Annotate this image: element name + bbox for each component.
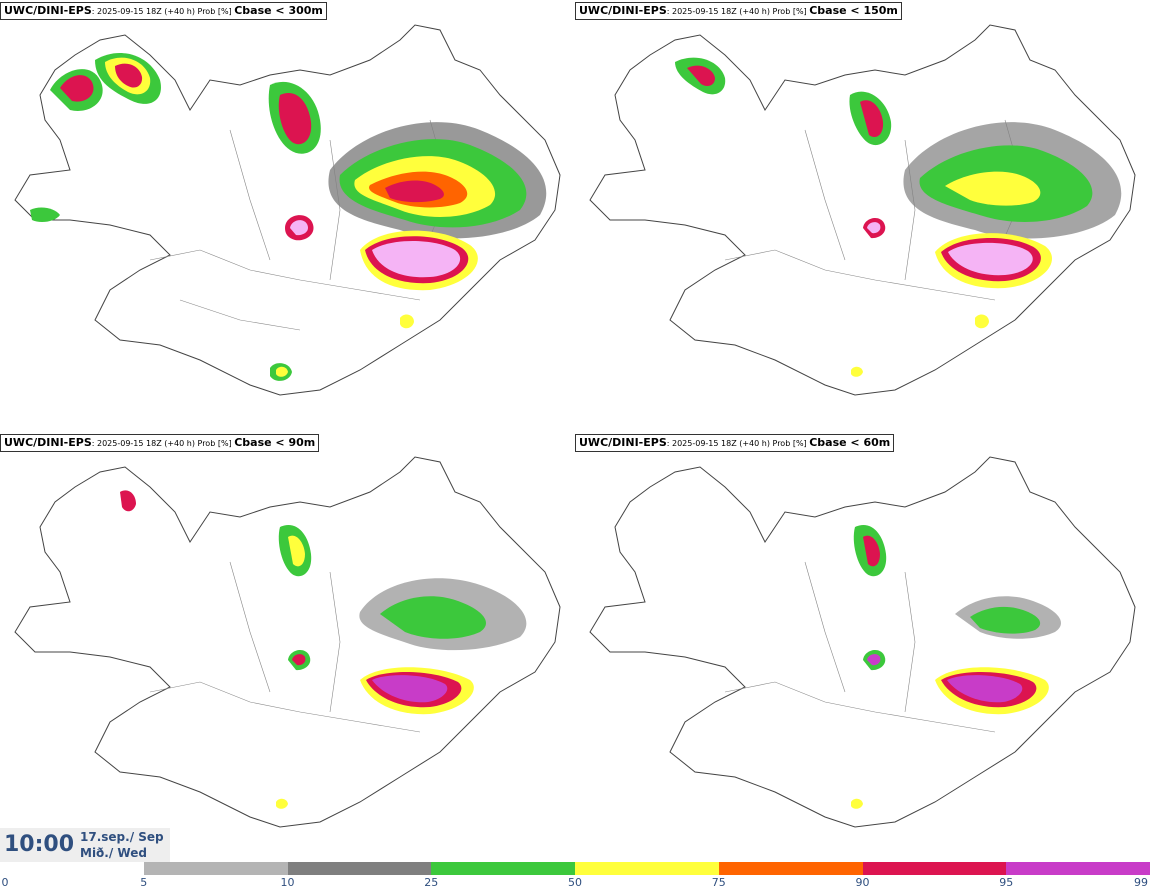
valid-day: Mið./ Wed [80,846,147,860]
colorbar-tick-label: 50 [568,876,582,889]
prob-field [675,57,1122,377]
iceland-map [14,24,561,396]
run-info: : 2025-09-15 18Z (+40 h) Prob [%] [91,439,235,448]
colorbar-tick-label: 25 [424,876,439,889]
panel-title: UWC/DINI-EPS: 2025-09-15 18Z (+40 h) Pro… [0,2,327,20]
threshold-label: Cbase < 150m [809,4,898,17]
run-info: : 2025-09-15 18Z (+40 h) Prob [%] [666,7,810,16]
prob-field [120,490,527,809]
colorbar-tick-label: 75 [711,876,726,889]
valid-time: 10:00 [4,832,75,857]
run-info: : 2025-09-15 18Z (+40 h) Prob [%] [91,7,235,16]
map-panel-150m: UWC/DINI-EPS: 2025-09-15 18Z (+40 h) Pro… [575,0,1150,430]
model-source: UWC/DINI-EPS [4,4,92,17]
colorbar-segment [1006,862,1150,875]
inland-borders [724,561,996,733]
iceland-map [14,456,561,828]
threshold-label: Cbase < 60m [809,436,891,449]
colorbar: 0 5 10 25 50 75 90 95 99 [0,862,1150,891]
valid-date: 17.sep./ Sep [80,830,164,844]
map-panel-300m: UWC/DINI-EPS: 2025-09-15 18Z (+40 h) Pro… [0,0,575,430]
threshold-label: Cbase < 300m [234,4,323,17]
iceland-map [589,456,1136,828]
colorbar-segment [143,862,288,875]
model-source: UWC/DINI-EPS [4,436,92,449]
coastline [589,24,1136,396]
coastline [14,24,561,396]
colorbar-segment [0,862,144,875]
valid-time-box: 10:00 17.sep./ Sep Mið./ Wed [0,828,170,862]
model-source: UWC/DINI-EPS [579,4,667,17]
model-source: UWC/DINI-EPS [579,436,667,449]
colorbar-segment [718,862,863,875]
colorbar-tick-label: 99 [1134,876,1148,889]
run-info: : 2025-09-15 18Z (+40 h) Prob [%] [666,439,810,448]
iceland-map [589,24,1136,396]
prob-field [851,525,1061,809]
colorbar-segment [862,862,1007,875]
panel-title: UWC/DINI-EPS: 2025-09-15 18Z (+40 h) Pro… [575,434,895,452]
colorbar-tick-label: 10 [280,876,295,889]
colorbar-segment [287,862,432,875]
map-panel-90m: UWC/DINI-EPS: 2025-09-15 18Z (+40 h) Pro… [0,432,575,862]
colorbar-tick-label: 5 [140,876,148,889]
panel-title: UWC/DINI-EPS: 2025-09-15 18Z (+40 h) Pro… [0,434,320,452]
colorbar-segment [431,862,575,875]
colorbar-tick-label: 95 [999,876,1014,889]
colorbar-segment [575,862,719,875]
colorbar-tick-label: 0 [1,876,9,889]
inland-borders [149,561,421,733]
panel-title: UWC/DINI-EPS: 2025-09-15 18Z (+40 h) Pro… [575,2,902,20]
prob-field [30,52,547,381]
map-panel-60m: UWC/DINI-EPS: 2025-09-15 18Z (+40 h) Pro… [575,432,1150,862]
colorbar-tick-label: 90 [855,876,870,889]
threshold-label: Cbase < 90m [234,436,316,449]
coastline [589,456,1136,828]
coastline [14,456,561,828]
